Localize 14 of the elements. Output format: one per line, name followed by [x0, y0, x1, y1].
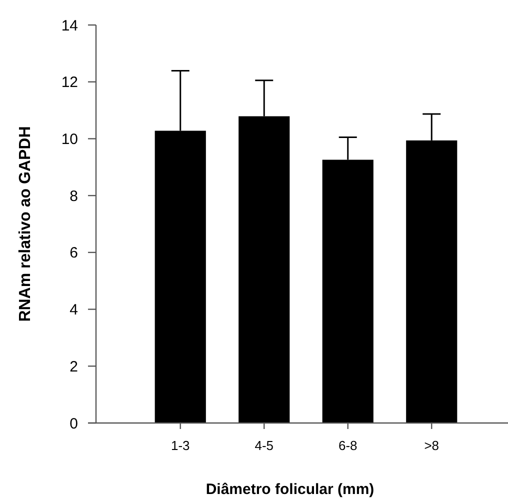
x-tick-label: 1-3	[170, 438, 190, 453]
y-tick-label: 8	[70, 188, 78, 205]
y-tick-label: 0	[70, 415, 78, 432]
y-axis-title: RNAm relativo ao GAPDH	[17, 126, 34, 322]
y-tick-label: 14	[61, 17, 78, 34]
x-tick-label: >8	[424, 438, 440, 453]
x-tick-label: 4-5	[254, 438, 274, 453]
x-axis-title: Diâmetro folicular (mm)	[206, 481, 374, 498]
y-tick-label: 6	[70, 244, 78, 262]
y-tick-label: 2	[70, 358, 78, 376]
y-tick-label: 4	[70, 302, 78, 319]
x-tick-label: 6-8	[338, 438, 358, 453]
y-tick-label: 12	[61, 74, 78, 92]
y-tick-label: 10	[61, 130, 78, 148]
